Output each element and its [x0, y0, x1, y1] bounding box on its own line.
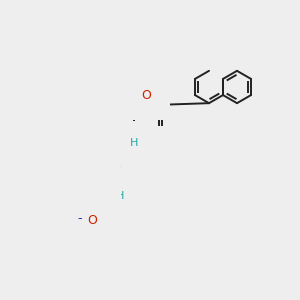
Text: O: O [79, 200, 89, 213]
Text: N: N [124, 85, 133, 98]
Text: O: O [87, 214, 97, 227]
Text: N: N [139, 145, 149, 158]
Text: O: O [103, 185, 113, 199]
Text: H: H [116, 191, 124, 201]
Text: N: N [93, 202, 103, 215]
Text: +: + [103, 197, 111, 207]
Text: O: O [142, 88, 152, 101]
Text: H: H [130, 138, 138, 148]
Text: -: - [78, 212, 82, 225]
